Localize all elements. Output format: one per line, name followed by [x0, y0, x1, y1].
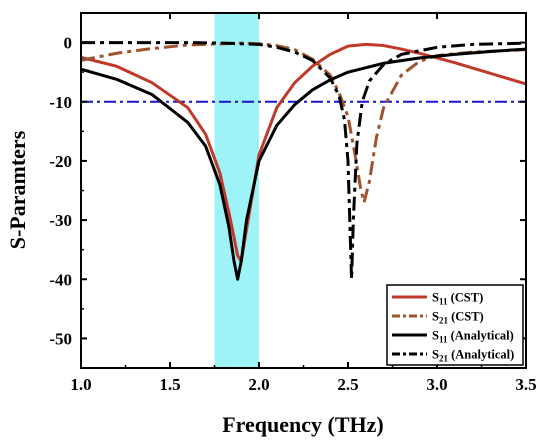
series-line-1 [81, 42, 526, 263]
y-tick-label: -10 [49, 93, 72, 112]
y-axis-title: S-Paramters [5, 130, 30, 249]
x-tick-label: 1.0 [70, 375, 91, 394]
legend-label-4: S21 (Analytical) [432, 348, 514, 364]
series-line-3 [81, 47, 526, 281]
x-tick-label: 1.5 [159, 375, 180, 394]
series-line-4 [81, 41, 526, 281]
legend-label-3: S11 (Analytical) [432, 329, 514, 345]
y-tick-label: -40 [49, 270, 72, 289]
series-line-2 [81, 41, 526, 204]
y-tick-label: 0 [64, 34, 73, 53]
x-tick-label: 2.5 [337, 375, 358, 394]
y-tick-label: -50 [49, 329, 72, 348]
y-tick-label: -20 [49, 152, 72, 171]
legend-label-1: S11 (CST) [432, 291, 483, 307]
x-tick-label: 3.0 [426, 375, 447, 394]
x-tick-label: 3.5 [515, 375, 536, 394]
x-tick-label: 2.0 [248, 375, 269, 394]
legend: S11 (CST) S21 (CST) S11 (Analytical) S21 (A… [386, 284, 524, 366]
x-axis-title: Frequency (THz) [222, 412, 384, 437]
y-tick-label: -30 [49, 211, 72, 230]
legend-label-2: S21 (CST) [432, 310, 484, 326]
